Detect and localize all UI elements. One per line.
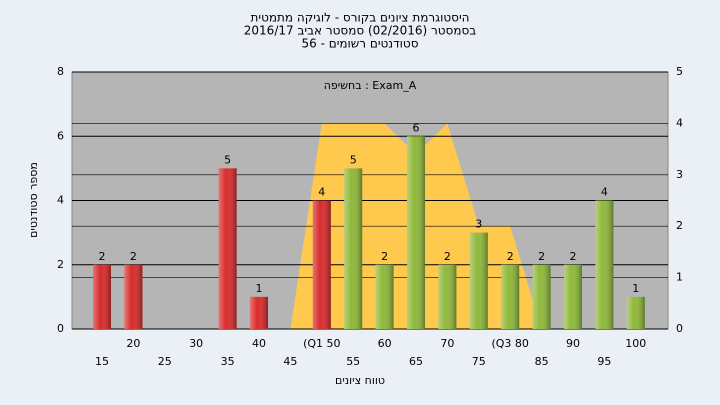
bar-shade bbox=[438, 264, 457, 329]
bar-shade bbox=[469, 232, 488, 329]
y2-tick-label: 3 bbox=[676, 168, 683, 181]
x-tick-label: 85 bbox=[535, 355, 549, 368]
x-tick-label: 90 bbox=[566, 337, 580, 350]
bar-shade bbox=[250, 296, 268, 329]
bar-shade bbox=[626, 296, 645, 329]
bar-shade bbox=[375, 264, 394, 329]
x-tick-label: 95 bbox=[597, 355, 611, 368]
x-tick-label: (Q1 50 bbox=[303, 337, 340, 350]
value-label: 5 bbox=[350, 153, 357, 166]
x-tick-label: (Q3 80 bbox=[491, 337, 528, 350]
y-tick-label: 6 bbox=[57, 129, 64, 142]
y2-tick-label: 2 bbox=[676, 219, 683, 232]
x-tick-label: 75 bbox=[472, 355, 486, 368]
value-label: 2 bbox=[570, 250, 577, 263]
value-label: 2 bbox=[130, 250, 137, 263]
bar-shade bbox=[532, 264, 551, 329]
value-label: 2 bbox=[507, 250, 514, 263]
x-tick-label: 35 bbox=[221, 355, 235, 368]
x-tick-label: 65 bbox=[409, 355, 423, 368]
bar-shade bbox=[344, 168, 363, 329]
x-tick-label: 60 bbox=[378, 337, 392, 350]
x-tick-label: 45 bbox=[283, 355, 297, 368]
x-tick-label: 70 bbox=[440, 337, 454, 350]
y-tick-label: 0 bbox=[57, 322, 64, 335]
annotation: בחשיפה : Exam_A bbox=[324, 79, 417, 92]
bar-shade bbox=[564, 264, 582, 329]
x-tick-label: 40 bbox=[252, 337, 266, 350]
value-label: 5 bbox=[224, 153, 231, 166]
y-tick-label: 8 bbox=[57, 65, 64, 78]
x-tick-label: 55 bbox=[346, 355, 360, 368]
x-axis-label: טווח ציונים bbox=[335, 374, 385, 387]
value-label: 2 bbox=[99, 250, 106, 263]
bar-shade bbox=[407, 136, 425, 329]
y2-tick-label: 1 bbox=[676, 271, 683, 284]
bar-shade bbox=[595, 200, 614, 329]
value-label: 3 bbox=[475, 218, 482, 231]
x-tick-label: 100 bbox=[625, 337, 646, 350]
y-axis-label: מספר סטודנטים bbox=[27, 162, 40, 238]
chart-subtitle: סטודנטים רשומים - 56 bbox=[301, 37, 418, 51]
y2-tick-label: 5 bbox=[676, 65, 683, 78]
value-label: 2 bbox=[538, 250, 545, 263]
value-label: 1 bbox=[256, 282, 263, 295]
y-tick-label: 2 bbox=[57, 258, 64, 271]
y-tick-label: 4 bbox=[57, 194, 64, 207]
bar-shade bbox=[124, 264, 143, 329]
value-label: 2 bbox=[381, 250, 388, 263]
y2-tick-label: 0 bbox=[676, 322, 683, 335]
x-tick-label: 15 bbox=[95, 355, 109, 368]
value-label: 4 bbox=[318, 186, 325, 199]
bar-shade bbox=[93, 264, 111, 329]
value-label: 4 bbox=[601, 186, 608, 199]
value-label: 1 bbox=[632, 282, 639, 295]
x-tick-label: 25 bbox=[158, 355, 172, 368]
bar-shade bbox=[501, 264, 520, 329]
value-label: 2 bbox=[444, 250, 451, 263]
chart-title: היסטוגרמת ציונים בקורס - לוגיקה מתמטית bbox=[251, 11, 470, 25]
chart-subtitle: בסמסטר (02/2016) סמסטר אביב 2016/17 bbox=[244, 24, 476, 38]
bar-shade bbox=[312, 200, 331, 329]
x-tick-label: 30 bbox=[189, 337, 203, 350]
bar-shade bbox=[218, 168, 237, 329]
y2-tick-label: 4 bbox=[676, 116, 683, 129]
x-tick-label: 20 bbox=[126, 337, 140, 350]
value-label: 6 bbox=[413, 121, 420, 134]
